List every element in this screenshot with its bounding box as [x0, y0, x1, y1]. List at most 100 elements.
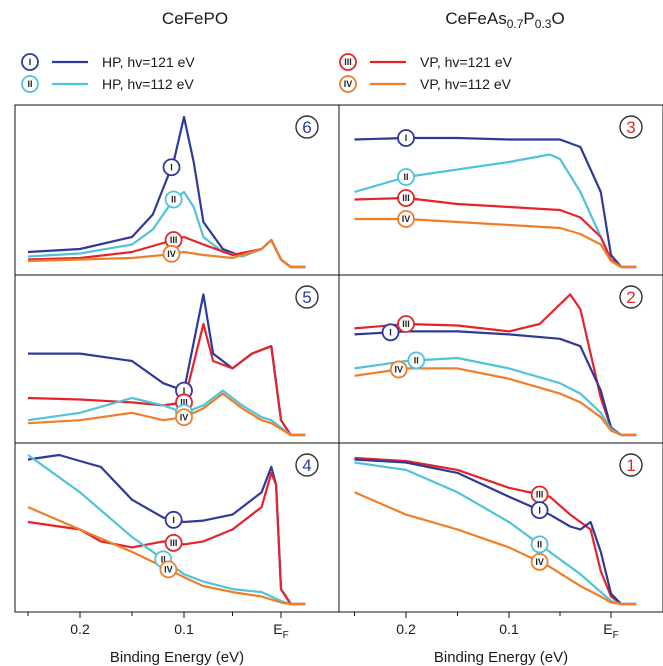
- panel-number-5: 5: [295, 285, 319, 309]
- panel-number-label: 3: [626, 118, 635, 137]
- series-badge-III: III: [530, 485, 549, 504]
- badge-label: II: [161, 555, 166, 565]
- badge-label: IV: [167, 249, 176, 259]
- badge-circle: [397, 189, 415, 207]
- x-axis-label: Binding Energy (eV): [110, 649, 244, 666]
- panel-number-circle: [619, 285, 643, 309]
- badge-circle: [397, 129, 415, 147]
- panel-number-circle: [295, 285, 319, 309]
- series-badge-IV: IV: [162, 244, 181, 263]
- badge-circle: [21, 75, 39, 93]
- badge-label: III: [402, 193, 410, 203]
- badge-circle: [159, 560, 178, 579]
- panel-5: IIIIIIIV5: [14, 274, 340, 444]
- badge-label: I: [29, 57, 32, 67]
- x-axis-label: Binding Energy (eV): [434, 649, 568, 666]
- panel-number-3: 3: [619, 115, 643, 139]
- badge-label: IV: [402, 214, 411, 224]
- badge-circle: [21, 53, 39, 71]
- badge-circle: [530, 501, 549, 520]
- badge-circle: [164, 510, 183, 529]
- right-column-title: CeFeAs0.7P0.3O: [445, 9, 564, 31]
- badge-label: I: [172, 515, 175, 525]
- badge-label: IV: [395, 365, 404, 375]
- series-line-IV: [354, 491, 637, 606]
- x-axis-right: 0.2 0.1 EF Binding Energy (eV): [354, 612, 619, 666]
- x-tick-label: 0.2: [396, 621, 416, 637]
- badge-label: II: [27, 79, 32, 89]
- panel-number-circle: [295, 115, 319, 139]
- legend-entry-IV: IV VP, hv=112 eV: [339, 75, 512, 93]
- legend-label: HP, hv=112 eV: [102, 76, 194, 92]
- panel-number-2: 2: [619, 285, 643, 309]
- panel-number-label: 6: [302, 118, 311, 137]
- series-badge-IV: IV: [175, 408, 193, 427]
- series-line-IV: [354, 367, 637, 437]
- x-axis-left: 0.2 0.1 EF Binding Energy (eV): [27, 612, 289, 666]
- badge-label: I: [170, 162, 173, 172]
- badge-label: III: [344, 57, 352, 67]
- series-badge-III: III: [164, 534, 183, 552]
- panel-number-circle: [619, 115, 643, 139]
- series-line-III: [354, 196, 637, 269]
- badge-label: II: [171, 195, 176, 205]
- badge-circle: [381, 323, 400, 342]
- badge-label: III: [180, 398, 188, 408]
- badge-circle: [397, 168, 415, 186]
- badge-circle: [339, 75, 357, 93]
- badge-label: III: [170, 538, 178, 548]
- badge-label: III: [402, 319, 410, 329]
- panel-frame: [338, 104, 663, 276]
- series-badge-II: II: [164, 190, 183, 209]
- x-tick-label: EF: [273, 621, 288, 641]
- legend-badge-I: I: [21, 53, 39, 71]
- series-line-IV: [354, 217, 637, 269]
- panel-number-label: 5: [302, 288, 311, 307]
- series-line-IV: [27, 238, 306, 269]
- panel-number-label: 2: [626, 288, 635, 307]
- badge-circle: [389, 360, 408, 379]
- series-line-I: [354, 136, 637, 269]
- badge-label: II: [414, 356, 419, 366]
- series-line-II: [27, 389, 306, 437]
- badge-circle: [407, 351, 426, 370]
- legend-badge-IV: IV: [339, 75, 357, 93]
- series-badge-I: I: [530, 501, 549, 520]
- badge-circle: [164, 534, 183, 552]
- panel-number-circle: [295, 453, 319, 477]
- column-titles: CeFePO CeFeAs0.7P0.3O: [162, 9, 565, 31]
- badge-label: II: [537, 540, 542, 550]
- series-line-I: [27, 453, 306, 606]
- badge-circle: [175, 408, 193, 427]
- panel-number-label: 1: [626, 456, 635, 475]
- badge-circle: [397, 315, 415, 333]
- badge-label: III: [170, 235, 178, 245]
- badge-circle: [162, 244, 181, 263]
- legend-entry-II: II HP, hv=112 eV: [21, 75, 194, 93]
- legend-badge-III: III: [339, 53, 357, 71]
- series-badge-II: II: [530, 535, 549, 554]
- badge-label: III: [536, 490, 544, 500]
- series-line-IV: [27, 392, 306, 437]
- panel-number-label: 4: [302, 456, 311, 475]
- series-badge-I: I: [397, 129, 415, 147]
- badge-label: IV: [164, 565, 173, 575]
- series-line-III: [354, 456, 637, 606]
- x-tick-label: 0.1: [174, 621, 194, 637]
- series-badge-II: II: [407, 351, 426, 370]
- series-badge-I: I: [162, 158, 181, 177]
- series-line-III: [27, 471, 306, 606]
- panels: IIIIIIIV6IIIIIIIV5IIIIIIIV4IIIIIIIV3IIII…: [14, 104, 663, 613]
- panel-frame: [338, 442, 663, 613]
- series-badge-I: I: [381, 323, 400, 342]
- legend-entry-I: I HP, hv=121 eV: [21, 53, 195, 71]
- series-badge-IV: IV: [389, 360, 408, 379]
- panel-number-4: 4: [295, 453, 319, 477]
- x-tick-label: EF: [603, 621, 618, 641]
- badge-circle: [530, 535, 549, 554]
